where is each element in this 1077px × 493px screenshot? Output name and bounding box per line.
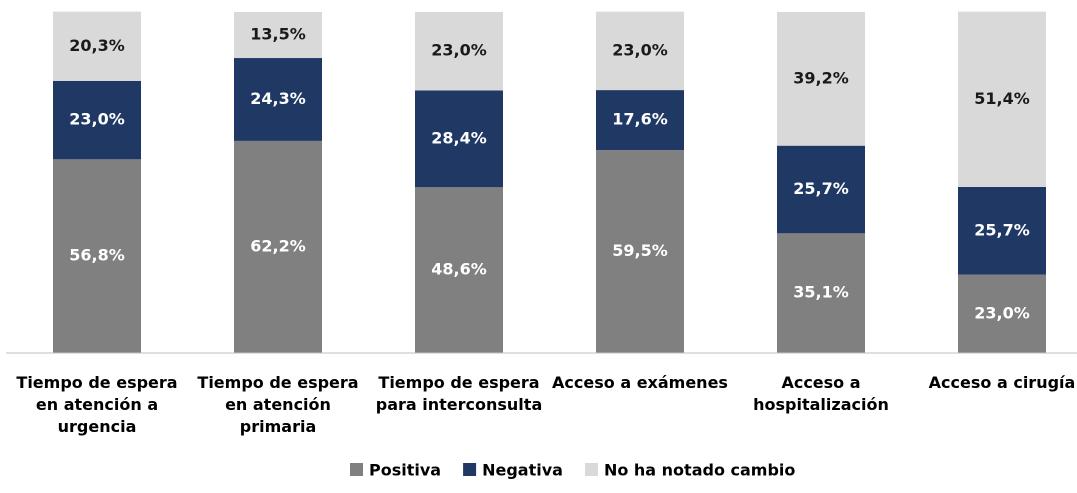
bar-segment <box>53 159 141 353</box>
data-label: 35,1% <box>793 283 849 302</box>
legend-label: Negativa <box>482 461 563 480</box>
x-tick-label: Acceso a exámenes <box>552 373 728 392</box>
data-label: 28,4% <box>431 128 487 147</box>
legend-swatch <box>584 463 598 476</box>
x-tick-label: Acceso a cirugía <box>928 373 1076 392</box>
data-label: 13,5% <box>250 25 306 44</box>
data-label: 20,3% <box>69 36 125 55</box>
x-tick-label: Tiempo de espera para interconsulta <box>375 373 543 414</box>
x-tick-label: Tiempo de espera en atención primaria <box>197 373 359 436</box>
data-label: 25,7% <box>974 220 1030 239</box>
bar-segment <box>415 187 503 353</box>
data-label: 59,5% <box>612 241 668 260</box>
legend-swatch <box>463 463 477 476</box>
bar-segment <box>415 90 503 188</box>
data-label: 25,7% <box>793 179 849 198</box>
data-label: 23,0% <box>974 303 1030 322</box>
data-label: 39,2% <box>793 68 849 87</box>
legend-label: Positiva <box>369 461 441 480</box>
bar-segment <box>596 150 684 353</box>
bar-segment <box>777 12 865 146</box>
x-tick-label: Acceso a hospitalización <box>753 373 889 414</box>
legend-swatch <box>350 463 363 476</box>
data-label: 51,4% <box>974 89 1030 108</box>
data-label: 23,0% <box>69 110 125 129</box>
data-label: 23,0% <box>431 41 487 60</box>
bar-segment <box>53 11 141 81</box>
bar-segment <box>234 12 322 59</box>
bar-segment <box>53 80 141 160</box>
bar-segment <box>958 186 1046 275</box>
bar-segment <box>777 145 865 234</box>
bar-segment <box>415 12 503 91</box>
bar-segment <box>234 140 322 353</box>
bar-segment <box>777 233 865 353</box>
bar-segment <box>958 274 1046 353</box>
bar-segment <box>596 11 684 91</box>
data-label: 62,2% <box>250 236 306 255</box>
x-tick-label: Tiempo de espera en atención a urgencia <box>16 373 178 436</box>
data-label: 24,3% <box>250 89 306 108</box>
bar-segment <box>958 11 1046 187</box>
data-label: 56,8% <box>69 246 125 265</box>
bar-segment <box>234 58 322 141</box>
bar-segment <box>596 90 684 151</box>
data-label: 48,6% <box>431 260 487 279</box>
data-label: 17,6% <box>612 110 668 129</box>
legend-label: No ha notado cambio <box>604 461 795 480</box>
data-label: 23,0% <box>612 40 668 59</box>
